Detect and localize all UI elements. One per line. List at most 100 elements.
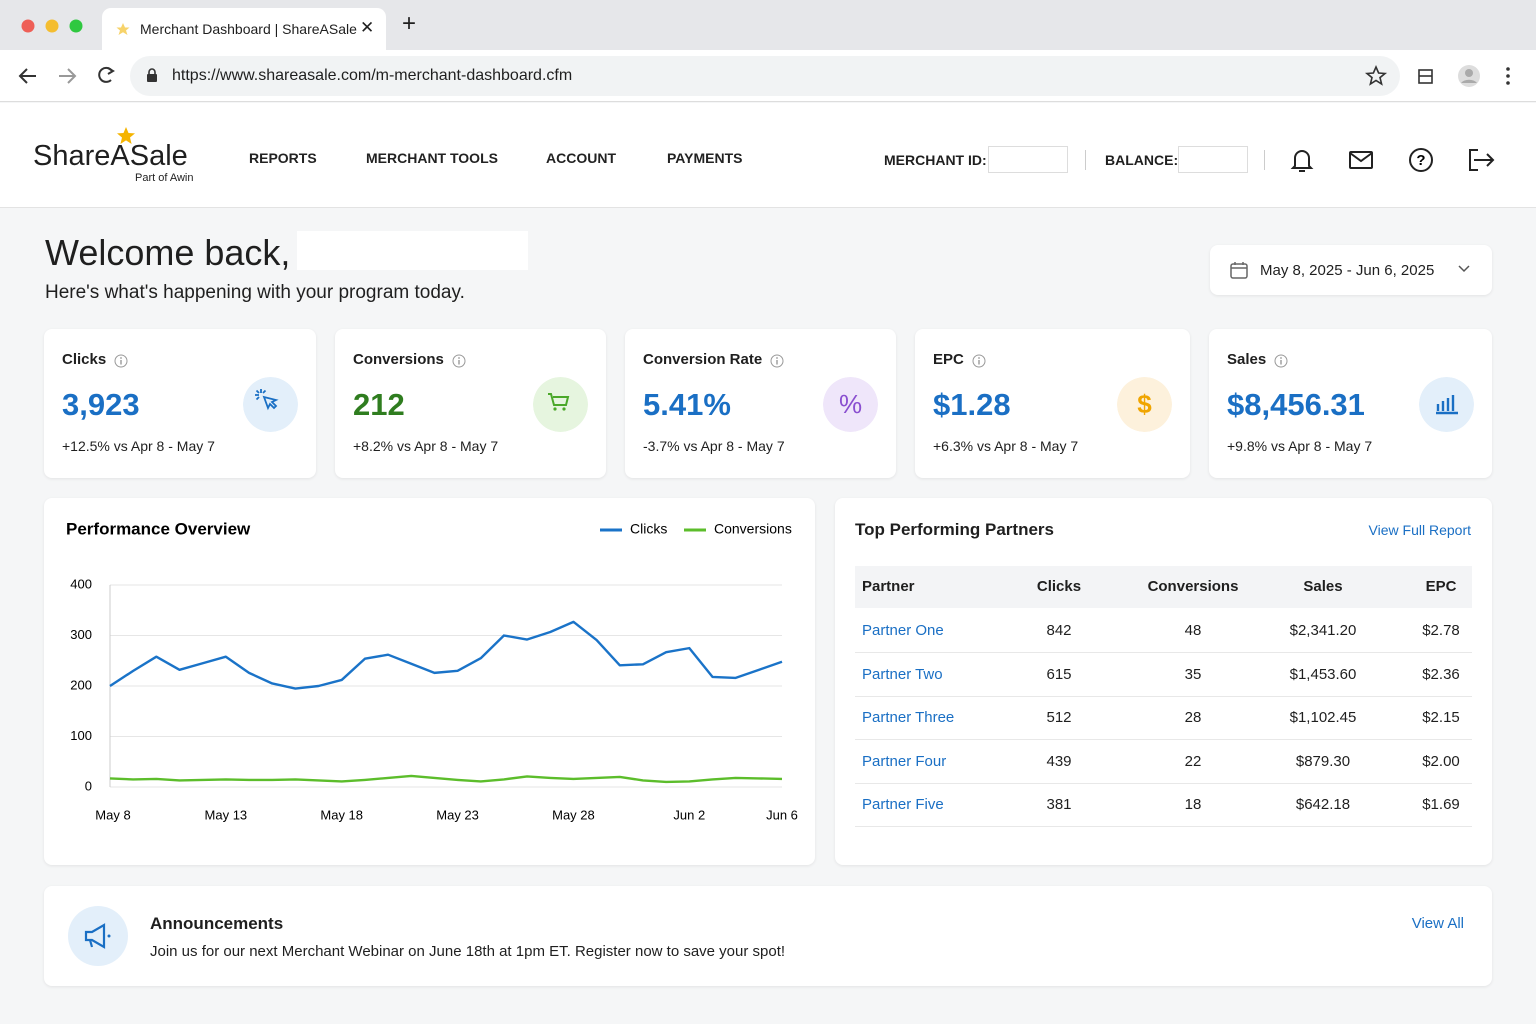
welcome-subtitle: Here's what's happening with your progra…	[45, 282, 465, 303]
nav-buttons[interactable]	[16, 64, 126, 88]
kpi-icon: %	[823, 377, 878, 432]
table-cell: 512	[1046, 709, 1072, 727]
chevron	[1458, 265, 1470, 273]
address-row: https://www.shareasale.com/m-merchant-da…	[0, 50, 1536, 102]
merchant-id-field	[988, 146, 1068, 173]
table-cell: $642.18	[1295, 796, 1351, 814]
x-tick-label: Jun 6	[766, 807, 798, 822]
tab-bar: Merchant Dashboard | ShareASale ✕ +	[0, 0, 1536, 50]
info-icon[interactable]	[972, 354, 986, 368]
table-cell: $2.78	[1422, 622, 1460, 639]
url-text: https://www.shareasale.com/m-merchant-da…	[172, 67, 573, 84]
partner-link[interactable]: Partner Three	[862, 709, 955, 727]
kpi-change: +8.2% vs Apr 8 - May 7	[353, 438, 499, 454]
kpi-card: Sales $8,456.31 +9.8% vs Apr 8 - May 7	[1209, 329, 1492, 478]
browser-actions[interactable]	[1364, 64, 1524, 90]
new-tab[interactable]: +	[402, 10, 417, 37]
table-cell: $2.36	[1422, 665, 1460, 683]
view-full-report[interactable]: View Full Report	[1368, 522, 1471, 538]
table-cell: 18	[1184, 796, 1202, 814]
table-cell: 615	[1046, 665, 1072, 683]
kpi-icon	[1419, 377, 1474, 432]
partner-link[interactable]: Partner Two	[862, 665, 943, 683]
svg-text:$: $	[1137, 389, 1152, 419]
row-divider	[855, 826, 1472, 828]
header-icons[interactable]: ?	[1288, 145, 1498, 175]
table-cell: 842	[1046, 622, 1072, 639]
column-header: Sales	[1303, 578, 1343, 595]
table-cell: $2.00	[1422, 752, 1460, 770]
info-icon[interactable]	[770, 354, 784, 368]
svg-text:?: ?	[1416, 152, 1425, 169]
kpi-label: Conversions	[353, 351, 444, 368]
y-tick-label: 0	[85, 778, 92, 793]
site-header	[0, 103, 1536, 208]
lock-icon	[147, 68, 157, 82]
kpi-card: EPC $1.28 +6.3% vs Apr 8 - May 7 $	[915, 329, 1190, 478]
view-all[interactable]: View All	[1411, 915, 1464, 932]
info-icon[interactable]	[1274, 354, 1288, 368]
x-tick-label: May 18	[320, 807, 363, 822]
merchant-id-label: MERCHANT ID:	[884, 152, 987, 168]
kpi-card: Conversion Rate 5.41% -3.7% vs Apr 8 - May…	[625, 329, 896, 478]
tab-close[interactable]: ✕	[360, 18, 375, 37]
table-cell: $879.30	[1295, 752, 1351, 770]
partner-link[interactable]: Partner Four	[862, 752, 947, 770]
nav-link[interactable]: MERCHANT TOOLS	[366, 150, 498, 166]
nav-link[interactable]: PAYMENTS	[667, 150, 743, 166]
partner-link[interactable]: Partner Five	[862, 796, 944, 814]
announcements-card: Announcements Join us for our next Merch…	[44, 886, 1492, 986]
info-icon[interactable]	[452, 354, 466, 368]
balance-label: BALANCE:	[1105, 152, 1179, 168]
table-cell: 22	[1184, 752, 1202, 770]
x-tick-label: Jun 2	[673, 807, 705, 822]
logo-subtitle: Part of Awin	[135, 172, 194, 184]
table-cell: $2.15	[1422, 709, 1460, 727]
kpi-label: Sales	[1227, 351, 1267, 368]
tab-title: Merchant Dashboard | ShareASale	[140, 21, 357, 37]
kpi-value: 5.41%	[643, 387, 731, 422]
name-placeholder	[297, 231, 528, 270]
kpi-icon	[533, 377, 588, 432]
x-tick-label: May 28	[552, 807, 595, 822]
series-line	[109, 774, 783, 784]
welcome-title: Welcome back,	[45, 232, 291, 273]
table-cell: 35	[1184, 665, 1202, 683]
nav-link[interactable]: REPORTS	[249, 150, 317, 166]
table-cell: 48	[1184, 622, 1202, 639]
kpi-value: 212	[353, 387, 405, 422]
kpi-change: -3.7% vs Apr 8 - May 7	[643, 438, 785, 454]
nav-link[interactable]: ACCOUNT	[546, 150, 616, 166]
column-header: Conversions	[1147, 578, 1239, 595]
series-line	[109, 620, 783, 690]
table-cell: 439	[1046, 752, 1072, 770]
legend-label: Conversions	[714, 521, 792, 537]
date-picker[interactable]: May 8, 2025 - Jun 6, 2025	[1210, 245, 1492, 295]
divider	[1085, 150, 1086, 170]
legend-label: Clicks	[630, 521, 667, 537]
y-tick-label: 200	[70, 677, 92, 692]
kpi-label: EPC	[933, 351, 964, 368]
column-header: EPC	[1425, 578, 1457, 595]
logo[interactable]: ShareASale	[33, 140, 188, 172]
kpi-value: $8,456.31	[1227, 387, 1365, 422]
svg-text:%: %	[839, 389, 862, 419]
kpi-icon	[243, 377, 298, 432]
active-tab[interactable]: Merchant Dashboard | ShareASale ✕	[102, 8, 386, 50]
partners-card: Top Performing Partners View Full Report…	[835, 498, 1492, 865]
performance-card: Performance Overview 0 100 200 300 400 May 8 M…	[44, 498, 815, 865]
row-divider	[855, 695, 1472, 697]
kpi-value: 3,923	[62, 387, 140, 422]
info-icon[interactable]	[114, 354, 128, 368]
window-controls	[21, 19, 83, 33]
calendar-icon	[1230, 262, 1248, 279]
table-cell: $1,102.45	[1289, 709, 1357, 727]
partner-link[interactable]: Partner One	[862, 622, 944, 639]
url-bar[interactable]: https://www.shareasale.com/m-merchant-da…	[130, 56, 1400, 96]
kpi-label: Clicks	[62, 351, 107, 368]
y-tick-label: 100	[70, 728, 92, 743]
kpi-value: $1.28	[933, 387, 1011, 422]
x-tick-label: May 8	[95, 807, 130, 822]
